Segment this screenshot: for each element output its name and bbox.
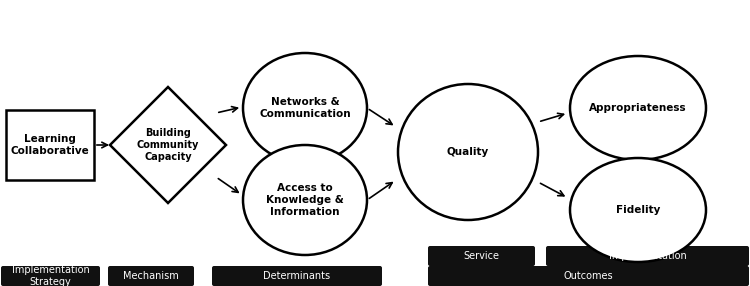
Ellipse shape <box>398 84 538 220</box>
FancyBboxPatch shape <box>428 246 535 266</box>
Ellipse shape <box>243 145 367 255</box>
Text: Determinants: Determinants <box>263 271 331 281</box>
FancyBboxPatch shape <box>546 246 749 266</box>
Text: Outcomes: Outcomes <box>564 271 614 281</box>
Text: Fidelity: Fidelity <box>616 205 660 215</box>
Text: Learning
Collaborative: Learning Collaborative <box>10 134 89 156</box>
FancyBboxPatch shape <box>1 266 100 286</box>
Text: Implementation: Implementation <box>609 251 686 261</box>
Text: Service: Service <box>464 251 500 261</box>
Text: Appropriateness: Appropriateness <box>590 103 687 113</box>
Text: Networks &
Communication: Networks & Communication <box>260 97 351 119</box>
Ellipse shape <box>570 56 706 160</box>
Text: Implementation
Strategy: Implementation Strategy <box>12 265 89 286</box>
Polygon shape <box>110 87 226 203</box>
Bar <box>6 110 94 180</box>
FancyBboxPatch shape <box>108 266 194 286</box>
FancyBboxPatch shape <box>212 266 382 286</box>
Ellipse shape <box>570 158 706 262</box>
Text: Quality: Quality <box>447 147 489 157</box>
Text: Building
Community
Capacity: Building Community Capacity <box>136 128 200 162</box>
Ellipse shape <box>243 53 367 163</box>
Text: Access to
Knowledge &
Information: Access to Knowledge & Information <box>266 183 344 217</box>
FancyBboxPatch shape <box>428 266 749 286</box>
Text: Mechanism: Mechanism <box>123 271 178 281</box>
